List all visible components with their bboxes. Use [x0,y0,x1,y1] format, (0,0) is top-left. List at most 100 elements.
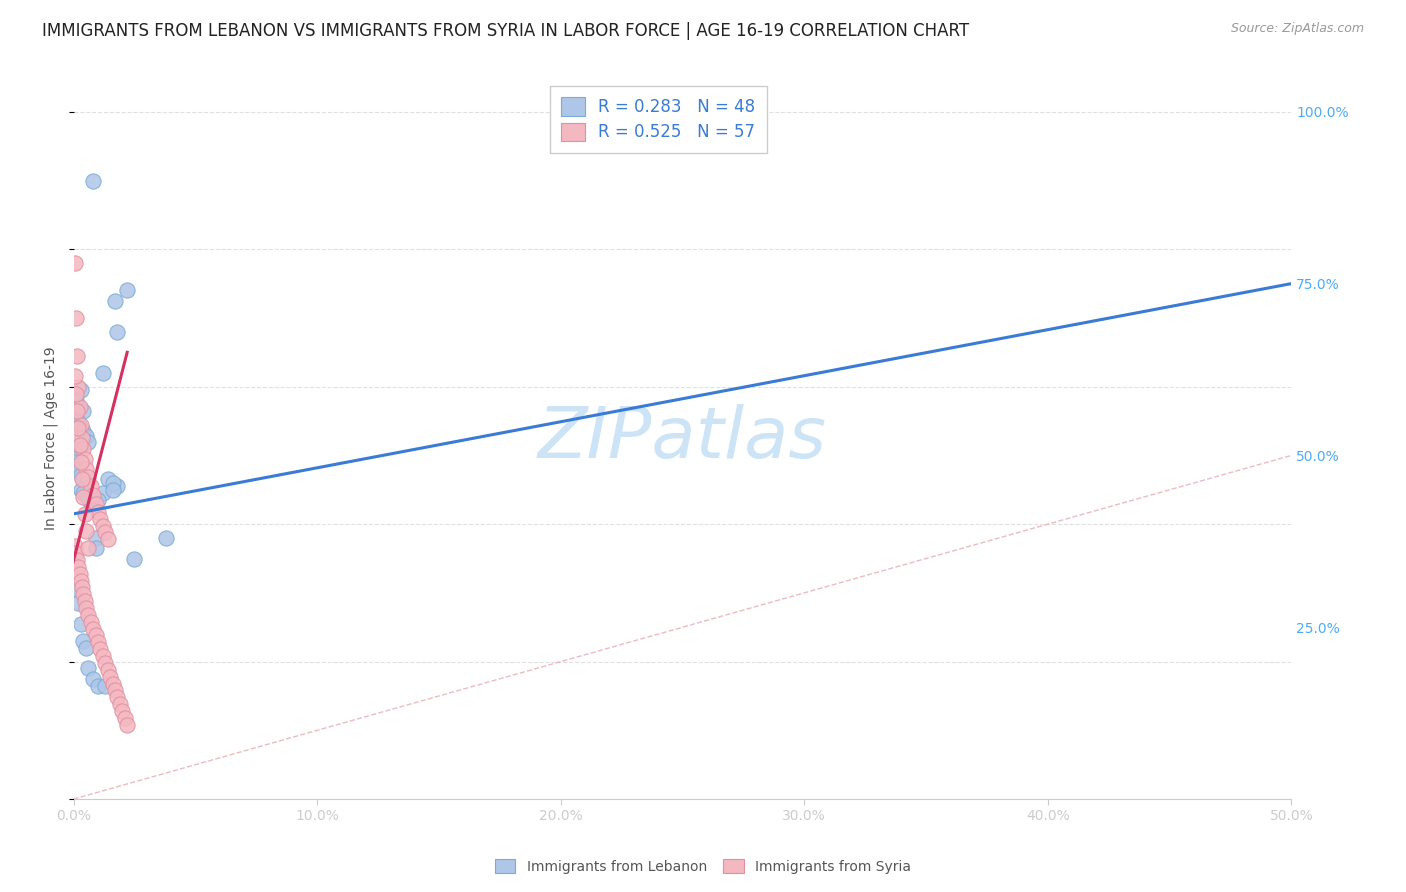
Point [91,486,114,500]
Point [72,473,94,487]
Point [94,525,117,540]
Point [70,421,93,435]
Point [73,507,96,521]
Point [94,679,117,693]
Point [107,325,129,339]
Point [101,483,124,497]
Point [77,434,100,449]
Point [84,628,107,642]
Point [65,582,87,597]
Point [70,455,93,469]
Point [69,566,91,581]
Point [79,615,101,629]
Point [124,551,146,566]
Point [97,533,120,547]
Y-axis label: In Labor Force | Age 16-19: In Labor Force | Age 16-19 [44,346,58,530]
Point [65,310,87,325]
Point [75,477,97,491]
Point [70,483,93,497]
Point [70,473,93,487]
Point [84,497,107,511]
Text: ZIPatlas: ZIPatlas [538,404,827,473]
Point [67,380,90,394]
Point [63,539,86,553]
Point [75,462,97,476]
Point [73,451,96,466]
Point [91,518,114,533]
Point [65,445,87,459]
Point [72,587,94,601]
Point [70,574,93,588]
Point [67,401,90,415]
Point [65,393,87,408]
Point [115,284,138,298]
Point [69,401,91,415]
Point [72,425,94,439]
Point [82,622,104,636]
Point [67,559,90,574]
Point [89,511,111,525]
Point [91,649,114,664]
Point [70,417,93,432]
Point [75,429,97,443]
Point [87,635,110,649]
Point [66,403,89,417]
Point [70,431,93,445]
Point [84,541,107,556]
Point [77,541,100,556]
Point [70,467,93,482]
Point [66,349,89,363]
Point [111,704,134,718]
Point [97,663,120,677]
Point [77,661,100,675]
Point [65,449,87,463]
Point [91,366,114,380]
Legend: R = 0.283   N = 48, R = 0.525   N = 57: R = 0.283 N = 48, R = 0.525 N = 57 [550,86,766,153]
Point [75,524,97,538]
Point [63,369,86,384]
Point [70,383,93,397]
Point [63,451,86,466]
Point [84,531,107,545]
Point [67,416,90,430]
Point [72,490,94,504]
Point [101,676,124,690]
Point [67,596,90,610]
Point [72,403,94,417]
Point [89,642,111,657]
Point [63,256,86,270]
Point [75,601,97,615]
Point [115,718,138,732]
Point [82,672,104,686]
Point [69,438,91,452]
Point [70,616,93,631]
Point [114,711,136,725]
Point [72,634,94,648]
Point [104,293,127,308]
Point [77,491,100,505]
Point [87,505,110,519]
Point [65,458,87,473]
Point [65,386,87,401]
Point [77,470,100,484]
Point [87,679,110,693]
Point [72,442,94,456]
Point [65,546,87,560]
Text: IMMIGRANTS FROM LEBANON VS IMMIGRANTS FROM SYRIA IN LABOR FORCE | AGE 16-19 CORR: IMMIGRANTS FROM LEBANON VS IMMIGRANTS FR… [42,22,969,40]
Point [104,683,127,698]
Point [65,442,87,456]
Point [75,640,97,655]
Point [94,656,117,670]
Point [87,493,110,508]
Point [98,670,121,684]
Point [77,607,100,622]
Point [108,697,131,711]
Point [107,479,129,493]
Text: Source: ZipAtlas.com: Source: ZipAtlas.com [1230,22,1364,36]
Point [67,462,90,476]
Point [79,497,101,511]
Point [82,173,104,187]
Point [82,488,104,502]
Point [155,531,177,545]
Point [63,455,86,469]
